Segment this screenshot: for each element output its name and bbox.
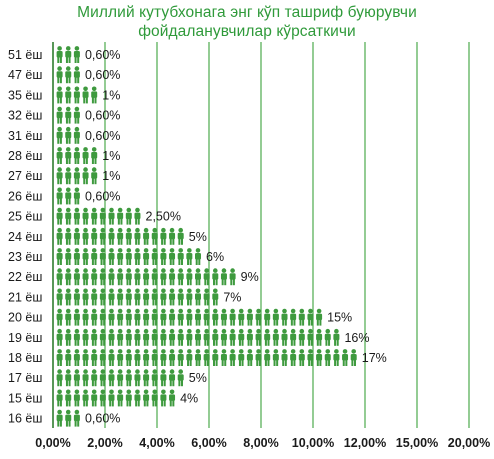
chart-title-line-1: Миллий кутубхонага энг кўп ташриф буюрув… xyxy=(77,4,417,21)
x-tick-label: 20,00% xyxy=(448,436,490,450)
x-tick-label: 2,00% xyxy=(87,436,122,450)
category-label: 15 ёш xyxy=(8,391,42,405)
data-label: 1% xyxy=(102,169,120,183)
category-label: 20 ёш xyxy=(8,311,42,325)
bar xyxy=(56,308,323,326)
bar xyxy=(56,389,176,407)
bar xyxy=(56,207,141,225)
category-label: 35 ёш xyxy=(8,88,42,102)
category-label: 31 ёш xyxy=(8,129,42,143)
category-label: 21 ёш xyxy=(8,290,42,304)
bar xyxy=(56,409,80,427)
data-label: 0,60% xyxy=(85,68,120,82)
data-label: 5% xyxy=(189,230,207,244)
data-label: 4% xyxy=(180,391,198,405)
category-label: 18 ёш xyxy=(8,351,42,365)
category-label: 32 ёш xyxy=(8,109,42,123)
data-label: 0,60% xyxy=(85,412,120,426)
bar xyxy=(56,46,80,63)
data-label: 16% xyxy=(344,331,369,345)
bar xyxy=(56,268,236,286)
data-label: 0,60% xyxy=(85,129,120,143)
bar xyxy=(56,147,98,164)
bar xyxy=(56,227,184,245)
data-label: 9% xyxy=(241,270,259,284)
data-label: 7% xyxy=(223,290,241,304)
x-tick-label: 12,00% xyxy=(344,436,386,450)
x-tick-label: 0,00% xyxy=(35,436,70,450)
category-label: 24 ёш xyxy=(8,230,42,244)
category-label: 28 ёш xyxy=(8,149,42,163)
x-tick-label: 6,00% xyxy=(191,436,226,450)
x-tick-label: 4,00% xyxy=(139,436,174,450)
category-label: 47 ёш xyxy=(8,68,42,82)
bar xyxy=(56,328,340,346)
category-label: 19 ёш xyxy=(8,331,42,345)
data-label: 0,60% xyxy=(85,189,120,203)
bar xyxy=(56,288,219,306)
category-label: 17 ёш xyxy=(8,371,42,385)
bar xyxy=(56,369,184,387)
x-tick-label: 8,00% xyxy=(243,436,278,450)
data-label: 2,50% xyxy=(146,210,181,224)
bar xyxy=(56,86,98,104)
x-tick-label: 10,00% xyxy=(292,436,334,450)
data-label: 6% xyxy=(206,250,224,264)
category-label: 27 ёш xyxy=(8,169,42,183)
data-label: 0,60% xyxy=(85,109,120,123)
data-label: 1% xyxy=(102,149,120,163)
category-label: 25 ёш xyxy=(8,210,42,224)
category-label: 51 ёш xyxy=(8,48,42,62)
data-label: 17% xyxy=(362,351,387,365)
bar xyxy=(56,187,80,205)
category-label: 26 ёш xyxy=(8,189,42,203)
data-label: 15% xyxy=(327,311,352,325)
chart-title-line-2: фойдаланувчилар кўрсаткичи xyxy=(138,23,356,40)
bar xyxy=(56,106,80,124)
category-label: 23 ёш xyxy=(8,250,42,264)
bar xyxy=(56,126,80,144)
x-tick-label: 15,00% xyxy=(396,436,438,450)
category-label: 22 ёш xyxy=(8,270,42,284)
data-label: 5% xyxy=(189,371,207,385)
bar xyxy=(56,349,357,366)
data-label: 1% xyxy=(102,88,120,102)
bar xyxy=(56,248,201,265)
category-label: 16 ёш xyxy=(8,412,42,426)
data-label: 0,60% xyxy=(85,48,120,62)
bar xyxy=(56,167,98,185)
bar xyxy=(56,66,80,84)
